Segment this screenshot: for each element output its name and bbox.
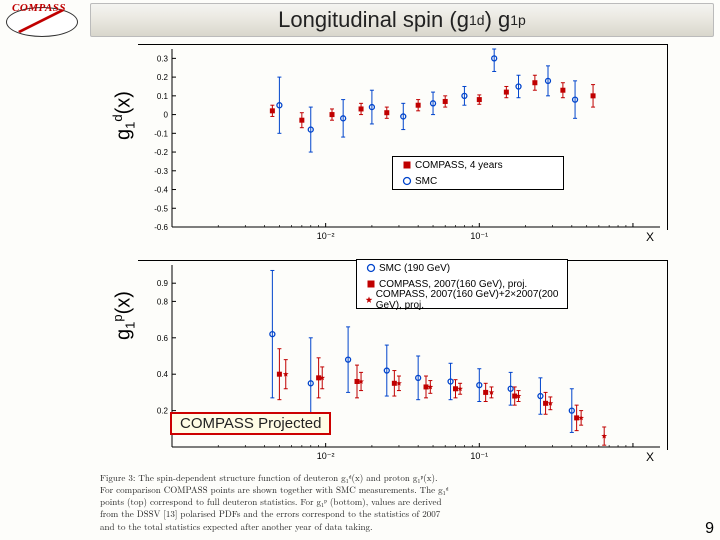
svg-text:0.4: 0.4 xyxy=(157,370,169,379)
compass-projected-label: COMPASS Projected xyxy=(170,412,331,435)
svg-text:X: X xyxy=(646,450,654,464)
svg-text:10⁻²: 10⁻² xyxy=(317,231,335,241)
figure-caption: Figure 3: The spin-dependent structure f… xyxy=(100,472,660,533)
legend: SMC (190 GeV) COMPASS, 2007(160 GeV), pro… xyxy=(356,259,568,309)
svg-text:10⁻¹: 10⁻¹ xyxy=(470,451,488,461)
legend-label: SMC (190 GeV) xyxy=(379,263,450,274)
svg-text:0.1: 0.1 xyxy=(157,92,169,101)
svg-text:-0.2: -0.2 xyxy=(154,148,168,157)
svg-text:0.3: 0.3 xyxy=(157,54,169,63)
ylabel-g1p: g1p(x) xyxy=(110,291,138,340)
svg-text:-0.6: -0.6 xyxy=(154,223,168,232)
svg-text:-0.3: -0.3 xyxy=(154,167,168,176)
svg-text:-0.5: -0.5 xyxy=(154,204,168,213)
svg-text:0.2: 0.2 xyxy=(157,73,169,82)
compass-logo: COMPASS xyxy=(4,1,84,39)
svg-text:-0.1: -0.1 xyxy=(154,129,168,138)
page-number: 9 xyxy=(705,520,714,538)
svg-text:-0.4: -0.4 xyxy=(154,186,168,195)
svg-text:X: X xyxy=(646,230,654,244)
ylabel-g1d: g1d(x) xyxy=(110,91,138,140)
svg-text:10⁻²: 10⁻² xyxy=(317,451,335,461)
logo-text: COMPASS xyxy=(12,2,66,14)
plot-g1d: 0.30.20.10-0.1-0.2-0.3-0.4-0.5-0.610⁻²10… xyxy=(138,44,668,230)
page-title: Longitudinal spin (g1d) g1p xyxy=(90,3,714,37)
header: COMPASS Longitudinal spin (g1d) g1p xyxy=(0,0,720,40)
legend: COMPASS, 4 years SMC xyxy=(392,156,564,190)
svg-text:0.9: 0.9 xyxy=(157,279,169,288)
svg-text:10⁻¹: 10⁻¹ xyxy=(470,231,488,241)
legend-label: SMC xyxy=(415,176,437,187)
svg-text:0.2: 0.2 xyxy=(157,407,169,416)
svg-text:0.8: 0.8 xyxy=(157,297,169,306)
svg-text:0.6: 0.6 xyxy=(157,334,169,343)
legend-label: COMPASS, 2007(160 GeV)+2×2007(200 GeV), … xyxy=(376,289,561,311)
legend-label: COMPASS, 2007(160 GeV), proj. xyxy=(379,279,527,290)
svg-text:0: 0 xyxy=(164,111,169,120)
legend-label: COMPASS, 4 years xyxy=(415,160,503,171)
